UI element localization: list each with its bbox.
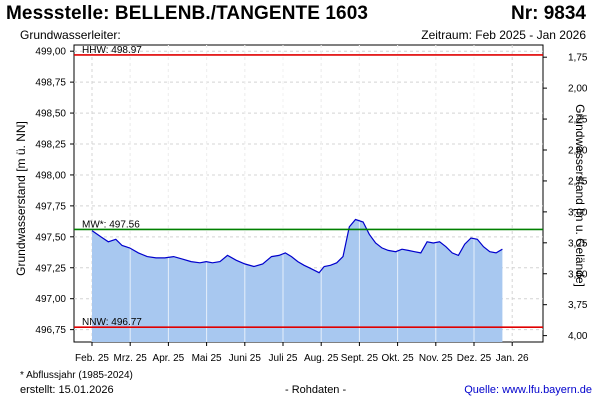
y2-tick-label: 3,25 [568,238,588,249]
aquifer-label: Grundwasserleiter: [20,28,121,42]
x-tick-label: Juli 25 [269,353,298,364]
raw-data-note: - Rohdaten - [285,384,347,396]
x-tick-label: Feb. 25 [75,353,109,364]
y-tick-label: 498,75 [35,78,66,89]
x-tick-label: Mai 25 [192,353,222,364]
y-tick-label: 497,75 [35,201,66,212]
station-number: Nr: 9834 [511,3,586,24]
source-link[interactable]: Quelle: www.lfu.bayern.de [464,384,592,396]
created-date: erstellt: 15.01.2026 [20,384,114,396]
y-tick-label: 496,75 [35,325,66,336]
y2-tick-label: 3,75 [568,300,588,311]
level-line [91,218,503,274]
x-tick-label: Sept. 25 [341,353,379,364]
y2-tick-label: 2,25 [568,115,588,126]
y-tick-label: 498,00 [35,170,66,181]
x-tick-label: Jan. 26 [496,353,529,364]
footnote: * Abflussjahr (1985-2024) [20,370,133,381]
x-tick-label: Aug. 25 [304,353,339,364]
y2-tick-label: 2,75 [568,176,588,187]
y2-tick-label: 2,00 [568,84,588,95]
y-axis-label: Grundwasserstand [m ü. NN] [14,121,28,276]
y-tick-label: 498,25 [35,140,66,151]
x-tick-label: Juni 25 [229,353,262,364]
y2-tick-label: 3,50 [568,269,588,280]
y-tick-label: 498,50 [35,109,66,120]
y-tick-label: 497,50 [35,232,66,243]
y-tick-label: 499,00 [35,47,66,58]
y2-tick-label: 4,00 [568,331,588,342]
station-title: Messstelle: BELLENB./TANGENTE 1603 [6,3,369,24]
x-tick-label: Okt. 25 [381,353,414,364]
y2-tick-label: 1,75 [568,53,588,64]
y-tick-label: 497,00 [35,294,66,305]
x-tick-label: Dez. 25 [457,353,492,364]
reference-line-label: HHW: 498.97 [82,45,142,56]
x-tick-label: Mrz. 25 [114,353,148,364]
reference-line-label: NNW: 496.77 [82,317,142,328]
x-tick-label: Apr. 25 [153,353,185,364]
y2-tick-label: 3,00 [568,207,588,218]
reference-line-label: MW*: 497.56 [82,219,140,230]
y2-axis-label: Grundwasserstand [m u. Gelände] [573,104,587,287]
y2-tick-label: 2,50 [568,146,588,157]
y-tick-label: 497,25 [35,263,66,274]
x-tick-label: Nov. 25 [419,353,453,364]
period-label: Zeitraum: Feb 2025 - Jan 2026 [421,28,586,42]
